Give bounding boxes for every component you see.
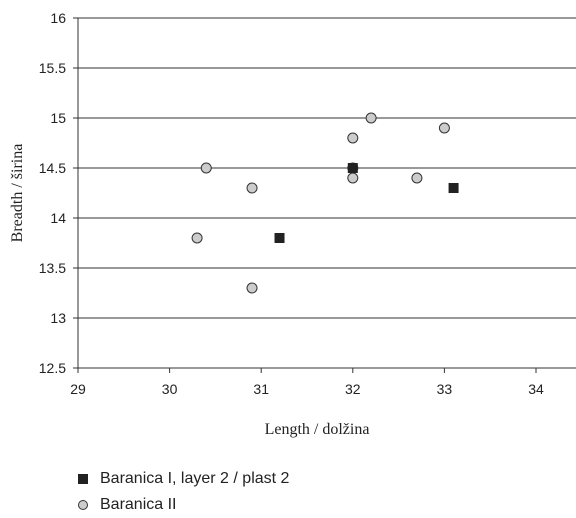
circle-marker-icon xyxy=(78,500,88,510)
square-point xyxy=(448,183,459,193)
y-tick-label: 16 xyxy=(50,10,66,26)
y-tick-label: 12.5 xyxy=(39,360,66,376)
y-tick-label: 14 xyxy=(50,210,66,226)
circle-point xyxy=(438,122,450,134)
square-marker-icon xyxy=(78,474,88,484)
circle-point xyxy=(200,162,212,174)
x-tick-labels: 29 30 31 32 33 34 xyxy=(70,381,544,397)
circle-point xyxy=(411,172,423,184)
circle-point xyxy=(246,182,258,194)
x-tick-label: 29 xyxy=(70,381,86,397)
legend: Baranica I, layer 2 / plast 2 Baranica I… xyxy=(78,466,289,518)
x-tick-label: 33 xyxy=(437,381,453,397)
x-axis-label: Length / dolžina xyxy=(265,421,370,438)
y-tick-label: 15.5 xyxy=(39,60,66,76)
y-axis-label: Breadth / širina xyxy=(9,144,26,243)
circle-point xyxy=(347,172,359,184)
legend-item-baranica-ii: Baranica II xyxy=(78,492,289,518)
x-tick-label: 32 xyxy=(345,381,361,397)
square-point xyxy=(274,233,285,243)
legend-label: Baranica II xyxy=(100,496,177,513)
y-tick-labels: 12.5 13 13.5 14 14.5 15 15.5 16 xyxy=(39,10,66,376)
data-points xyxy=(191,112,459,294)
y-tick-label: 13 xyxy=(50,310,66,326)
y-tick-label: 13.5 xyxy=(39,260,66,276)
square-point xyxy=(347,163,358,173)
x-tick-label: 31 xyxy=(253,381,269,397)
grid-lines xyxy=(78,17,576,369)
x-tick-label: 34 xyxy=(528,381,544,397)
legend-item-baranica-i: Baranica I, layer 2 / plast 2 xyxy=(78,466,289,492)
circle-point xyxy=(191,232,203,244)
y-tick-label: 15 xyxy=(50,110,66,126)
scatter-chart: 12.5 13 13.5 14 14.5 15 15.5 16 29 30 31 32 33 34 Le… xyxy=(9,10,576,438)
x-tick-label: 30 xyxy=(162,381,178,397)
y-tick-label: 14.5 xyxy=(39,160,66,176)
axes xyxy=(73,17,576,373)
circle-point xyxy=(347,132,359,144)
circle-point xyxy=(365,112,377,124)
legend-label: Baranica I, layer 2 / plast 2 xyxy=(100,470,290,487)
circle-point xyxy=(246,282,258,294)
